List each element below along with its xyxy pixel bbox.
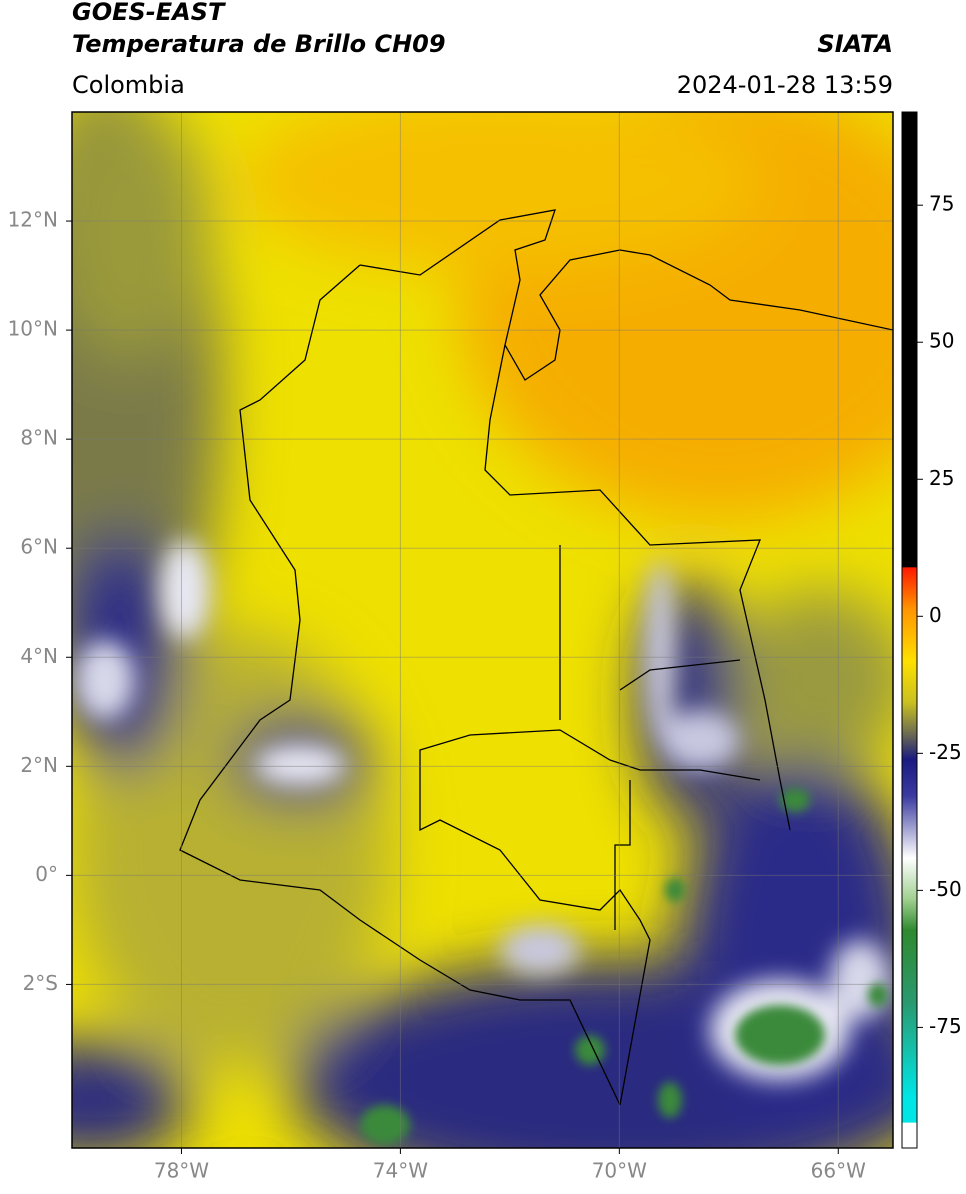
cold-top [780,788,810,812]
brazil-border [419,729,761,1106]
y-tick-label: 10°N [8,317,58,341]
y-tick-label: 4°N [20,644,58,668]
colombia-border [179,264,621,1106]
x-tick-label: 70°W [592,1159,647,1183]
cold-top [665,878,685,902]
cloud-top [75,640,135,720]
y-tick-label: 2°N [20,753,58,777]
warm-region [240,112,760,270]
x-tick-label: 66°W [811,1159,866,1183]
colorbar-tick-label: 75 [929,192,954,216]
colorbar-tick-label: -50 [929,877,962,901]
y-tick-label: 0° [35,862,58,886]
colorbar-tick-label: -75 [929,1014,962,1038]
cloud-top [830,940,890,1020]
y-tick-label: 8°N [20,426,58,450]
cool-region [730,590,893,770]
cold-top [868,983,888,1007]
source: SIATA [817,30,893,58]
cold-top [658,1082,682,1118]
x-tick-label: 78°W [154,1159,209,1183]
y-tick-label: 6°N [20,535,58,559]
cloud-tops [75,540,890,1080]
venezuela-border [484,344,791,831]
cloud-top [660,710,740,770]
subtitle: Temperatura de Brillo CH09 [72,30,446,58]
cold-top [575,1035,605,1065]
title: GOES-EAST [72,0,226,26]
cold-top [360,1105,410,1145]
x-tick-label: 74°W [373,1159,428,1183]
colorbar-tick-label: 25 [929,466,954,490]
cloud-top [500,925,580,975]
borders [179,209,893,1106]
cold-top [735,1005,825,1065]
y-tick-label: 12°N [8,208,58,232]
overshooting-tops [360,788,888,1145]
cloud-top [255,745,345,785]
colorbar-tick-label: 0 [929,603,942,627]
region: Colombia [72,71,185,99]
map-frame [71,111,894,1149]
colorbar-tick-label: 50 [929,329,954,353]
y-tick-label: 2°S [23,971,58,995]
cloud-top [645,560,675,740]
cloud-field [72,112,893,1148]
satellite-image [72,112,893,1148]
cool-region [72,112,210,360]
colorbar-tick-label: -25 [929,740,962,764]
cold-cloud [72,1040,190,1148]
department-borders [559,545,741,930]
coastline [359,209,893,381]
timestamp: 2024-01-28 13:59 [677,71,893,99]
graticule [72,112,893,1148]
colorbar [901,111,918,1149]
cloud-top [160,540,210,640]
